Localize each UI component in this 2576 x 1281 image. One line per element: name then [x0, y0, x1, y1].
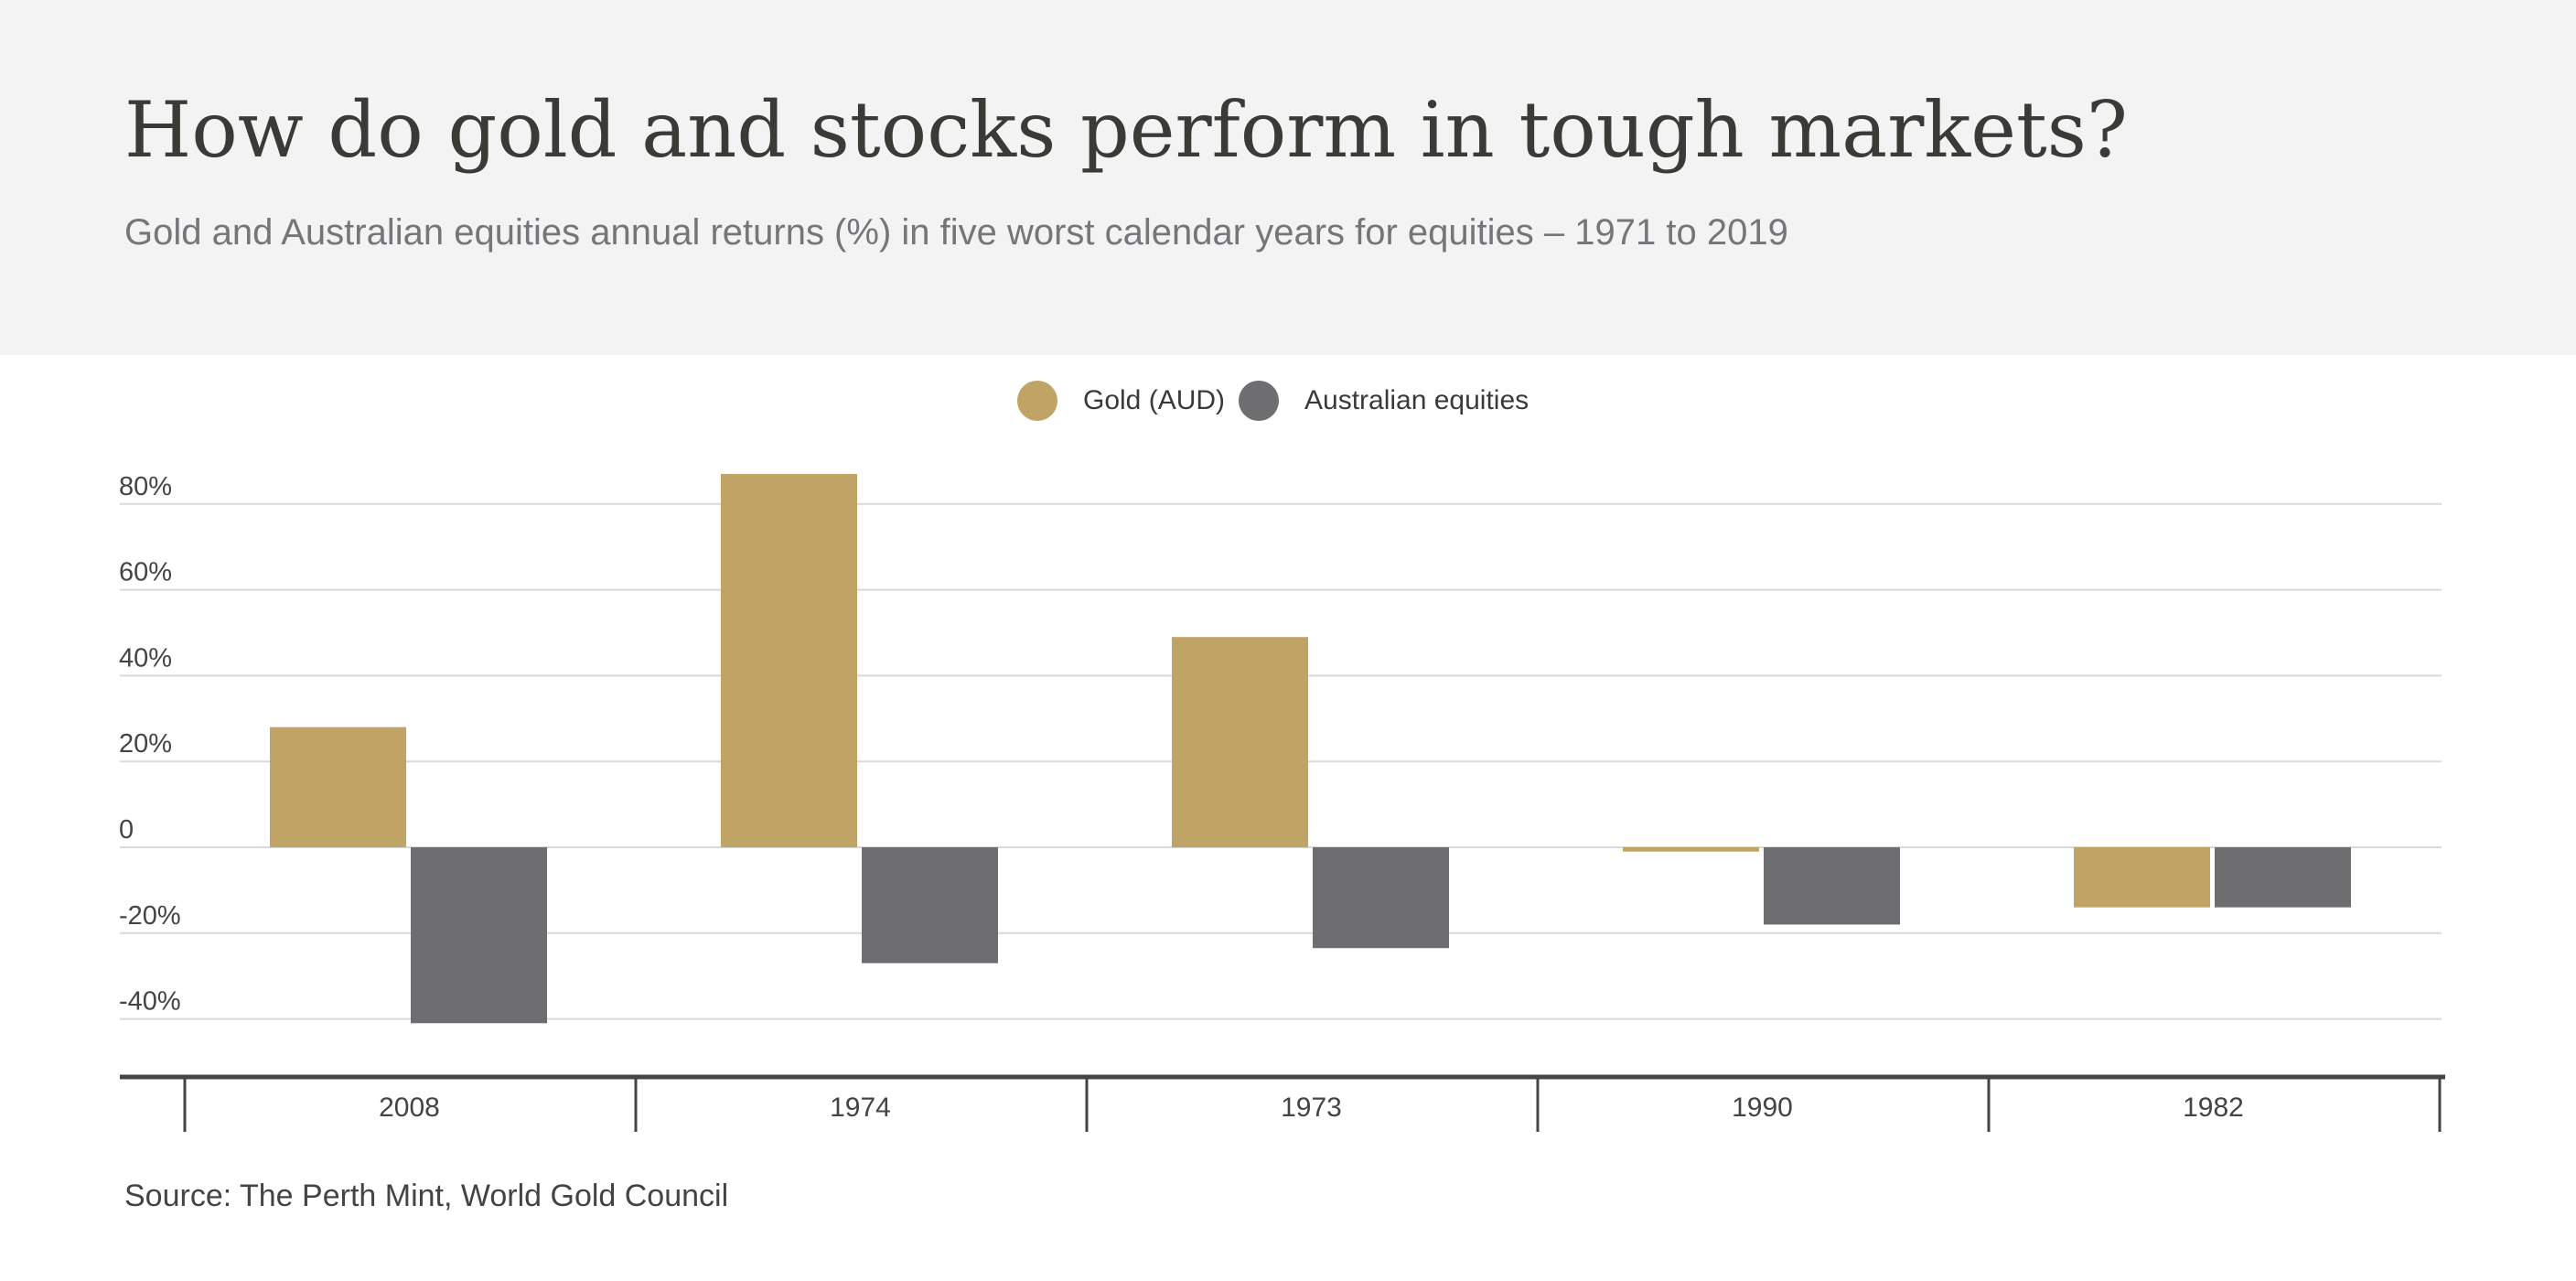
- chart-title: How do gold and stocks perform in tough …: [124, 85, 2128, 175]
- bar-gold-1973: [1172, 637, 1308, 847]
- bar-gold-2008: [270, 727, 406, 847]
- x-tick-label: 1982: [2183, 1093, 2244, 1123]
- bar-australian-equities-1974: [862, 847, 998, 963]
- chart-legend: Gold (AUD) Australian equities: [0, 377, 2576, 425]
- bar-chart: 80% 60% 40% 20% 0 -20% -40% 2008 1974 1973 1990 198…: [119, 472, 2445, 1132]
- x-tick-label: 1974: [830, 1093, 891, 1123]
- y-tick-label: 0: [119, 815, 134, 845]
- legend-swatch-gold: [1017, 381, 1057, 421]
- y-tick-label: -40%: [119, 987, 181, 1017]
- source-note: Source: The Perth Mint, World Gold Counc…: [124, 1179, 729, 1213]
- legend-item-gold: Gold (AUD): [1017, 377, 1225, 425]
- x-tick-label: 2008: [379, 1093, 440, 1123]
- bar-australian-equities-1973: [1313, 847, 1449, 949]
- y-tick-label: -20%: [119, 901, 181, 931]
- bar-australian-equities-1990: [1764, 847, 1900, 925]
- bar-australian-equities-1982: [2215, 847, 2351, 908]
- legend-label-gold: Gold (AUD): [1083, 385, 1226, 415]
- bar-gold-1990: [1623, 847, 1759, 852]
- bar-gold-1982: [2074, 847, 2210, 908]
- legend-item-australian-equities: Australian equities: [1239, 377, 1529, 425]
- legend-label-australian-equities: Australian equities: [1304, 385, 1530, 415]
- y-tick-label: 20%: [119, 729, 172, 759]
- header-panel: How do gold and stocks perform in tough …: [0, 0, 2576, 355]
- x-tick-label: 1973: [1281, 1093, 1342, 1123]
- chart-subtitle: Gold and Australian equities annual retu…: [124, 212, 1788, 253]
- bar-australian-equities-2008: [411, 847, 547, 1024]
- x-tick-label: 1990: [1732, 1093, 1793, 1123]
- bar-gold-1974: [721, 473, 857, 847]
- y-tick-label: 60%: [119, 558, 172, 587]
- y-tick-label: 40%: [119, 643, 172, 673]
- legend-swatch-australian-equities: [1239, 381, 1279, 421]
- y-tick-label: 80%: [119, 472, 172, 501]
